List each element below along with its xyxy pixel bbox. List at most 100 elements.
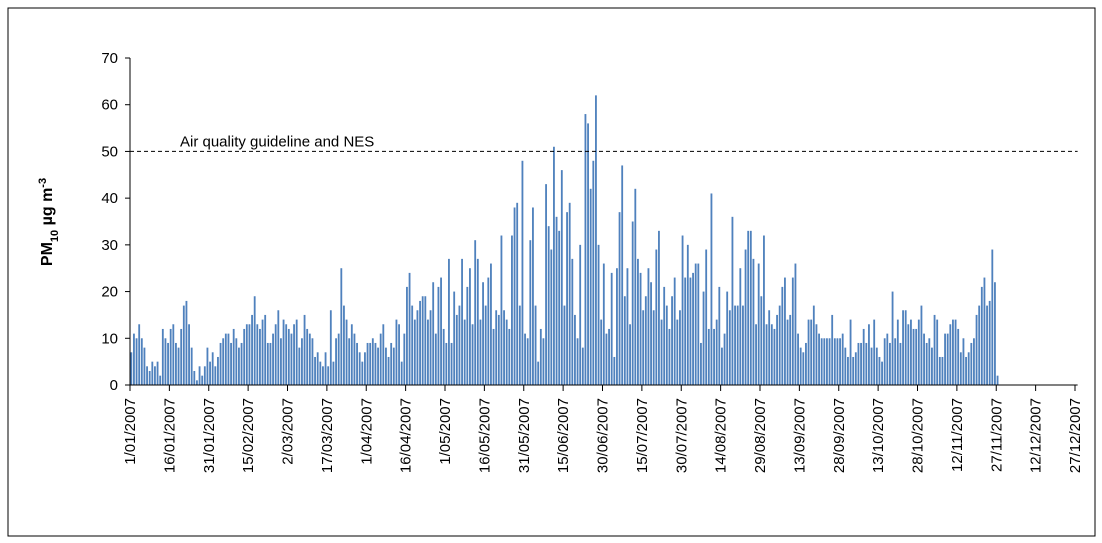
bar	[852, 356, 855, 385]
bar	[319, 361, 322, 385]
bar	[826, 338, 828, 385]
bar	[476, 258, 479, 385]
bar	[445, 342, 448, 385]
bar	[878, 356, 881, 385]
bar	[329, 310, 332, 385]
bar	[353, 333, 356, 385]
bar	[889, 342, 891, 385]
bar	[251, 314, 253, 385]
bar	[747, 230, 750, 385]
bar	[568, 202, 571, 385]
bar	[931, 347, 933, 385]
bar	[566, 212, 568, 385]
bar	[382, 324, 385, 385]
x-tick-label: 1/01/2007	[122, 398, 139, 465]
bar	[172, 324, 175, 385]
bar	[560, 170, 563, 385]
bar	[770, 324, 773, 385]
bar	[778, 305, 781, 385]
bar	[959, 352, 962, 385]
bar	[529, 240, 532, 385]
bar	[574, 314, 576, 385]
bar	[175, 342, 177, 385]
bar	[482, 282, 484, 385]
x-tick-label: 15/06/2007	[555, 398, 572, 473]
x-tick-label: 2/03/2007	[280, 398, 297, 465]
bar	[831, 314, 834, 385]
bar	[345, 319, 348, 385]
bar	[865, 342, 868, 385]
bar	[298, 347, 301, 385]
bar	[385, 347, 387, 385]
bar	[497, 314, 500, 385]
bar	[193, 370, 196, 385]
bar	[983, 277, 986, 385]
bar	[542, 338, 545, 385]
bar	[789, 314, 792, 385]
bar	[671, 296, 673, 385]
bar	[211, 352, 214, 385]
y-tick-label: 30	[101, 237, 118, 254]
bar	[954, 319, 957, 385]
bar	[610, 272, 613, 385]
bar	[857, 342, 860, 385]
bar	[973, 338, 975, 385]
bar	[182, 305, 185, 385]
bar	[975, 314, 978, 385]
x-tick-label: 31/01/2007	[201, 398, 218, 473]
bar	[986, 305, 988, 385]
bar	[130, 352, 133, 385]
bar	[539, 328, 542, 385]
bar	[870, 347, 873, 385]
bar	[440, 277, 442, 385]
bar	[495, 310, 498, 385]
bar	[403, 333, 406, 385]
bar	[555, 216, 558, 385]
bar	[377, 347, 379, 385]
bar	[521, 160, 524, 385]
bar	[524, 333, 526, 385]
bar	[429, 310, 432, 385]
x-tick-label: 16/05/2007	[476, 398, 493, 473]
x-tick-label: 28/09/2007	[831, 398, 848, 473]
bar	[629, 324, 631, 385]
bar	[156, 361, 159, 385]
bar	[689, 277, 692, 385]
bar	[791, 277, 794, 385]
bar	[161, 328, 164, 385]
bar	[442, 328, 445, 385]
bar	[308, 333, 311, 385]
bar	[364, 352, 366, 385]
bar	[327, 366, 330, 385]
bar	[673, 277, 676, 385]
bar	[261, 319, 264, 385]
bar	[933, 314, 936, 385]
bar	[965, 356, 967, 385]
bar	[503, 310, 505, 385]
bar	[306, 328, 309, 385]
bar	[392, 347, 395, 385]
bar	[563, 305, 566, 385]
bar	[387, 356, 390, 385]
bar	[868, 324, 870, 385]
bar	[545, 184, 547, 385]
bar	[245, 324, 248, 385]
bar	[763, 235, 765, 385]
bar	[658, 230, 660, 385]
bar	[448, 258, 450, 385]
bar	[721, 347, 723, 385]
bar	[248, 324, 251, 385]
bar	[692, 272, 694, 385]
bar	[398, 324, 400, 385]
bar	[513, 207, 516, 385]
bar	[896, 319, 899, 385]
bar	[269, 342, 272, 385]
bar	[537, 361, 540, 385]
bar	[277, 310, 280, 385]
bar	[836, 338, 839, 385]
bar	[676, 319, 679, 385]
bar	[644, 296, 647, 385]
bar	[734, 305, 736, 385]
bar	[508, 328, 511, 385]
